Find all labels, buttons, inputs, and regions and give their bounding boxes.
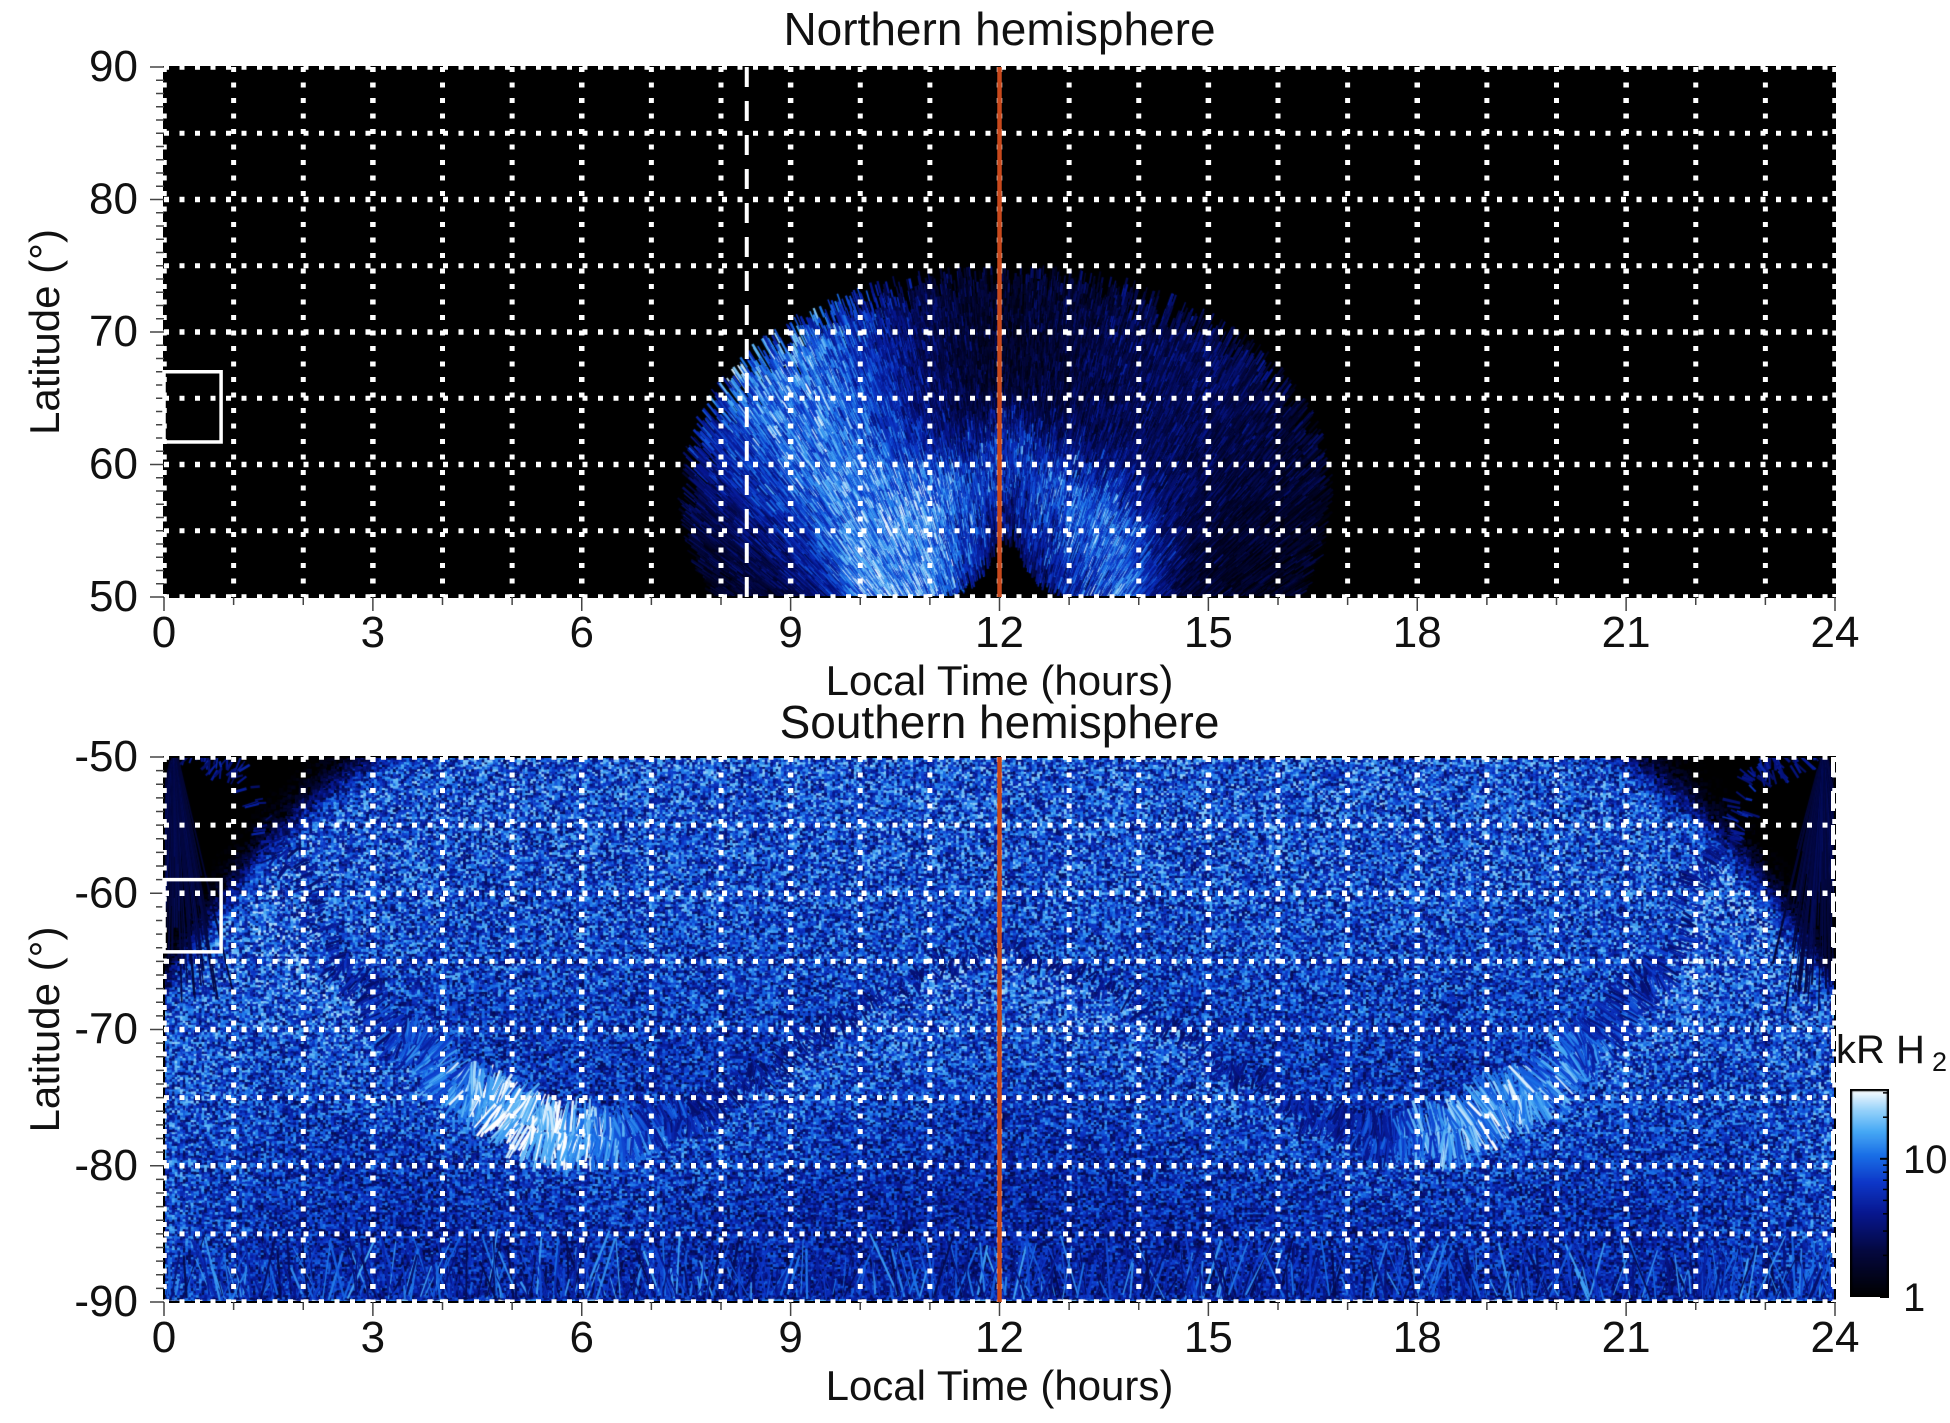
svg-text:kR H: kR H: [1836, 1028, 1925, 1072]
svg-text:50: 50: [89, 572, 138, 621]
svg-text:Latitude (°): Latitude (°): [21, 927, 68, 1133]
svg-text:-90: -90: [74, 1277, 138, 1326]
svg-text:Local Time (hours): Local Time (hours): [826, 1362, 1174, 1409]
svg-text:10: 10: [1903, 1138, 1948, 1182]
svg-text:3: 3: [361, 608, 385, 657]
svg-text:70: 70: [89, 307, 138, 356]
svg-text:0: 0: [152, 608, 176, 657]
svg-text:-70: -70: [74, 1005, 138, 1054]
svg-text:Latitude (°): Latitude (°): [21, 229, 68, 435]
svg-text:1: 1: [1903, 1276, 1925, 1320]
svg-text:6: 6: [570, 608, 594, 657]
svg-text:2: 2: [1932, 1047, 1947, 1077]
svg-text:3: 3: [361, 1313, 385, 1362]
svg-text:9: 9: [778, 608, 802, 657]
svg-text:0: 0: [152, 1313, 176, 1362]
svg-text:18: 18: [1393, 1313, 1442, 1362]
svg-text:-50: -50: [74, 732, 138, 781]
svg-text:9: 9: [778, 1313, 802, 1362]
svg-text:80: 80: [89, 175, 138, 224]
svg-text:15: 15: [1184, 1313, 1233, 1362]
svg-text:6: 6: [570, 1313, 594, 1362]
svg-text:60: 60: [89, 440, 138, 489]
svg-text:12: 12: [975, 1313, 1024, 1362]
svg-text:21: 21: [1602, 1313, 1651, 1362]
svg-text:-60: -60: [74, 868, 138, 917]
svg-text:18: 18: [1393, 608, 1442, 657]
svg-text:-80: -80: [74, 1141, 138, 1190]
svg-text:90: 90: [89, 42, 138, 91]
svg-text:15: 15: [1184, 608, 1233, 657]
svg-text:21: 21: [1602, 608, 1651, 657]
svg-text:24: 24: [1811, 1313, 1860, 1362]
svg-text:24: 24: [1811, 608, 1860, 657]
svg-text:12: 12: [975, 608, 1024, 657]
